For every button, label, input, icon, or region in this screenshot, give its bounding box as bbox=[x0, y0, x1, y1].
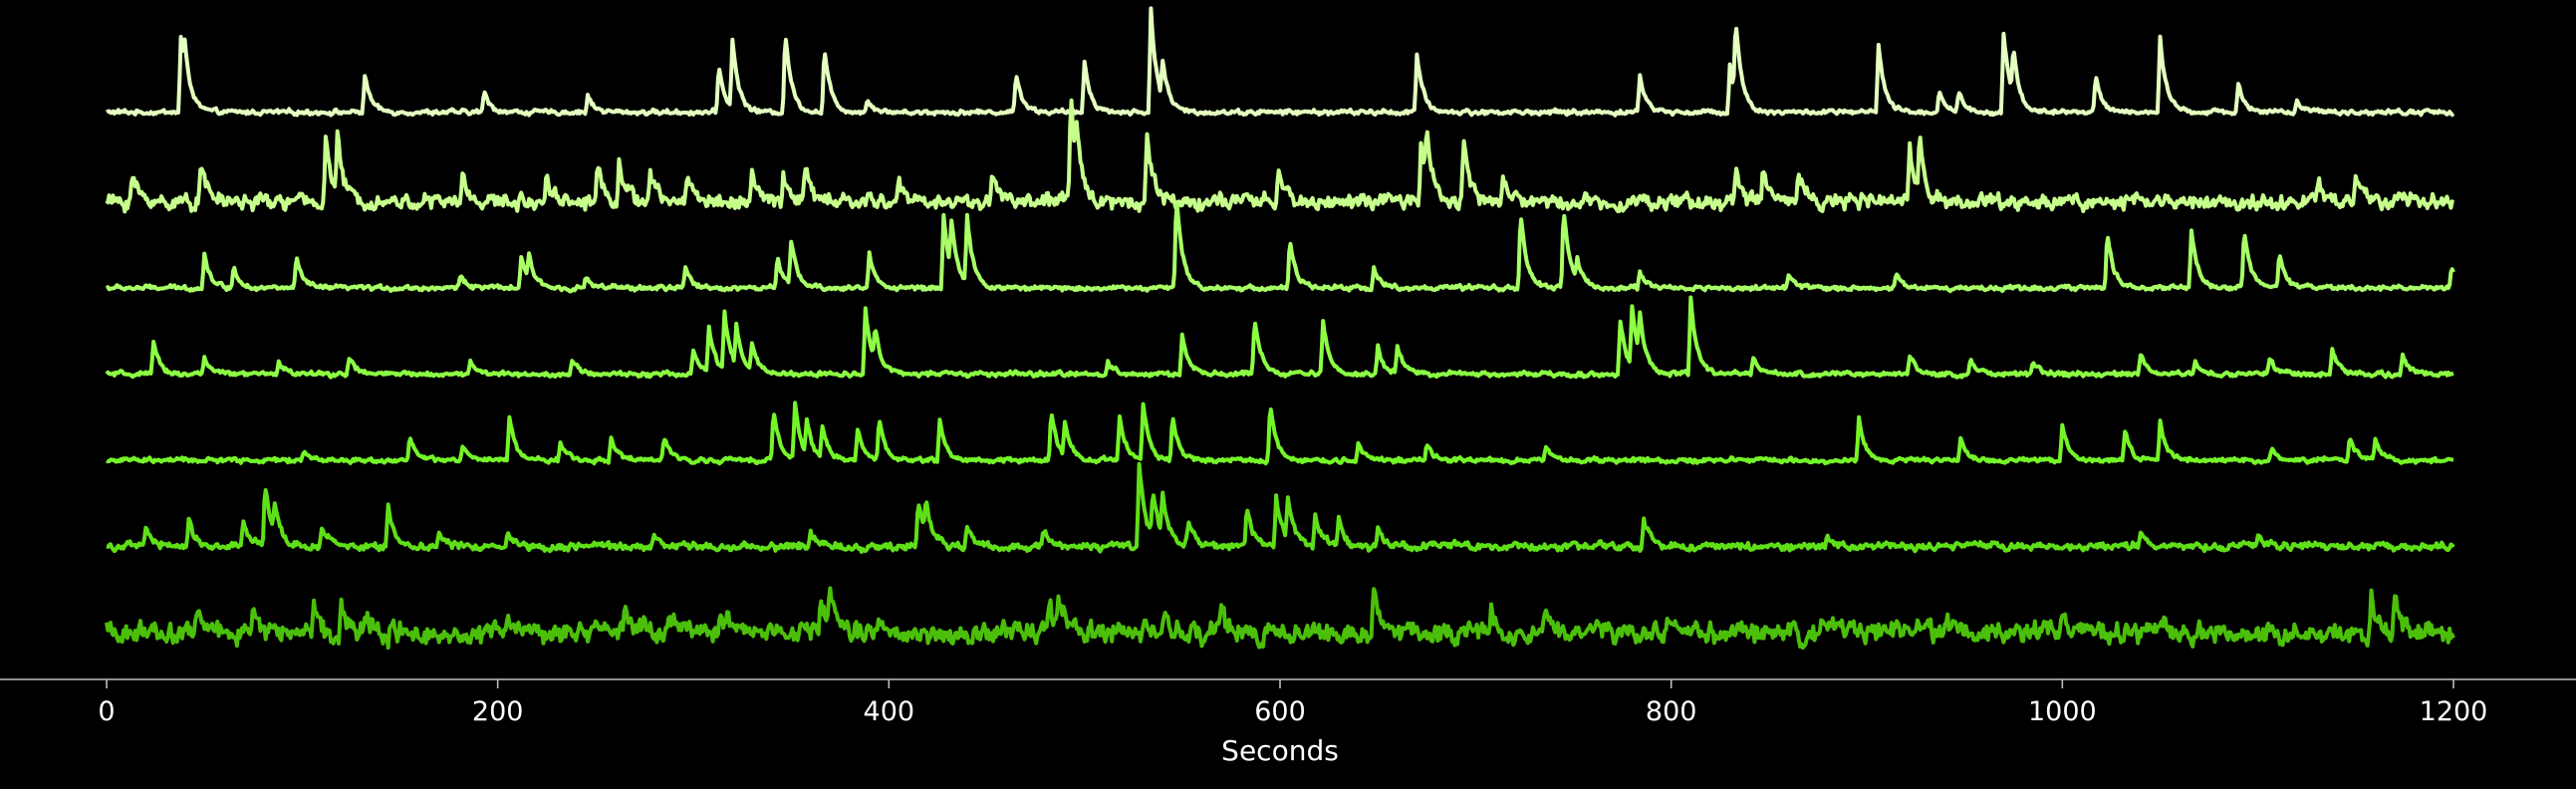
series-line-3 bbox=[105, 202, 2455, 294]
x-tick-label: 600 bbox=[1254, 696, 1306, 727]
x-tick-label: 0 bbox=[98, 696, 115, 727]
series-line-2 bbox=[105, 98, 2455, 214]
series-line-4 bbox=[105, 295, 2454, 380]
x-tick-label: 1000 bbox=[2028, 696, 2097, 727]
x-axis-ticks: 0 200 400 600 800 1000 1200 bbox=[98, 679, 2487, 727]
series-line-1 bbox=[106, 6, 2455, 118]
x-tick-label: 800 bbox=[1646, 696, 1697, 727]
x-tick-label: 200 bbox=[472, 696, 524, 727]
x-axis-title: Seconds bbox=[1221, 734, 1339, 767]
series-line-6 bbox=[106, 461, 2455, 554]
series-line-7 bbox=[105, 586, 2455, 651]
series-layer bbox=[105, 6, 2455, 651]
x-tick-label: 400 bbox=[864, 696, 915, 727]
series-line-5 bbox=[106, 400, 2454, 466]
x-tick-label: 1200 bbox=[2420, 696, 2488, 727]
